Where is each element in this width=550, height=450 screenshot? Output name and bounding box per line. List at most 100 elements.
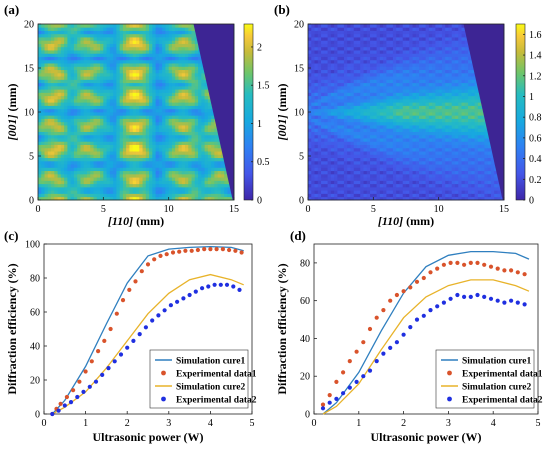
data-point [200,286,205,291]
x-tick-label: 1 [83,418,88,429]
data-point [502,300,507,305]
data-point [227,247,232,253]
x-tick-label: 0 [42,418,47,429]
x-tick-label: 15 [499,204,509,215]
y-tick-label: 100 [25,240,40,251]
data-point [89,359,94,364]
colorbar-gradient [515,23,526,201]
data-point [131,338,136,343]
y-tick-label: 40 [300,334,310,345]
data-point [408,285,413,290]
data-point [170,250,176,255]
data-point [150,318,155,323]
data-point [50,411,55,417]
data-point [327,393,332,398]
y-axis-label: [001] (mm) [5,84,19,141]
x-tick-label: 5 [101,204,106,215]
data-point [193,289,198,294]
y-tick-label: 15 [24,64,34,75]
data-point [64,394,69,400]
data-point [214,247,219,252]
data-point [112,359,117,364]
data-point [145,262,151,267]
line-panel-c: 0 1 2 3 4 5 0 20 40 60 80 100 Ultrasonic power (W) Di… [4,228,257,444]
data-point [212,282,217,287]
series-line [51,245,244,415]
y-tick-label: 20 [300,372,310,383]
x-tick-label: 1 [356,418,361,429]
heatmap-panel-a: 0 5 10 15 0 5 10 15 20 [110] (mm) [001] (mm) (a) 0 0.… [4,2,270,228]
data-point [202,247,207,252]
y-tick-label: 40 [30,342,40,353]
data-point [56,408,61,413]
x-tick-label: 4 [491,418,496,429]
colorbar-tick-label: 0.6 [529,133,542,144]
data-point [77,379,82,384]
legend: Simulation cure1 Experimental data1 Simula… [435,349,543,409]
data-point [448,296,453,301]
data-point [237,287,242,292]
data-point [462,262,467,267]
data-point [164,252,169,257]
data-point [347,385,352,390]
data-point [83,369,88,374]
y-tick-label: 20 [24,20,34,31]
panel-label: (b) [274,2,290,17]
data-point [414,279,420,284]
data-point [152,257,157,262]
x-tick-label: 0 [312,418,317,429]
data-point [75,394,80,400]
plot-frame [313,243,539,415]
series-4 [50,282,242,417]
x-axis-label: [110] (mm) [378,214,434,228]
series-1 [51,245,244,415]
data-point [62,403,67,408]
legend-entry: Simulation cure2 [462,382,531,392]
data-point [455,292,460,298]
colorbar-tick-label: 0.5 [257,157,270,168]
data-point [162,308,167,313]
data-point [158,253,163,258]
data-point [394,292,399,298]
colorbar: 0 0.2 0.4 0.6 0.8 1 1.2 1.4 1.6 [515,23,542,207]
data-point [120,298,126,303]
x-tick-label: 2 [401,418,406,429]
data-point [515,270,520,275]
series-line [322,250,530,415]
data-point [435,304,440,309]
data-point [220,247,225,252]
data-point [231,284,236,289]
colorbar-tick-label: 0.4 [529,154,542,165]
data-point [522,302,527,307]
data-point [320,406,326,411]
colorbar-tick-label: 1.4 [529,51,542,62]
data-point [224,282,230,287]
data-point [327,400,332,405]
y-tick-label: 0 [29,196,34,207]
data-point [435,266,440,271]
series-2 [320,260,527,407]
data-point [334,379,339,384]
legend-entry: Simulation cure1 [462,356,531,366]
data-point [441,262,446,267]
legend-point-swatch [161,370,166,376]
colorbar-tick-label: 0 [529,196,534,207]
data-point [401,332,406,337]
data-point [96,349,101,354]
colorbar-tick-label: 2 [257,42,262,53]
data-point [475,292,480,298]
data-point [137,332,142,337]
colorbar-tick-label: 0.2 [529,175,542,186]
data-point [367,368,373,373]
x-tick-label: 2 [125,418,130,429]
series-3 [322,279,530,415]
x-tick-label: 3 [166,418,171,429]
data-point [187,292,192,298]
colorbar: 0 0.5 1 1.5 2 [243,23,270,207]
x-tick-label: 4 [208,418,213,429]
data-point [455,260,460,265]
data-point [195,247,200,253]
y-tick-label: 10 [24,108,34,119]
y-axis-label: Diffraction efficiency (%) [275,263,289,394]
legend-point-swatch [447,396,452,402]
